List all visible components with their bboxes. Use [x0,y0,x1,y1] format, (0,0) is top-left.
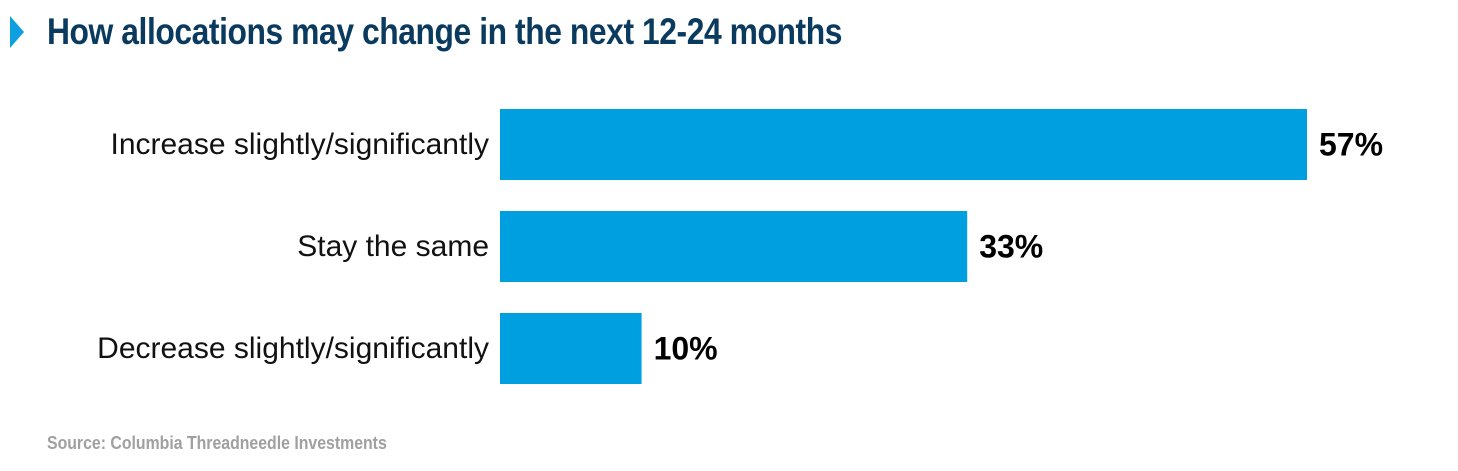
title-marker-icon [10,16,24,48]
value-label-2: 10% [654,331,718,367]
value-label-0: 57% [1319,127,1383,163]
category-label-1: Stay the same [297,230,489,263]
category-label-2: Decrease slightly/significantly [97,332,489,365]
source-note: Source: Columbia Threadneedle Investment… [47,433,387,453]
bar-1 [500,211,968,282]
value-label-1: 33% [979,229,1043,265]
bar-0 [500,109,1307,180]
chart-title: How allocations may change in the next 1… [47,11,842,52]
bar-2 [500,313,642,384]
category-label-0: Increase slightly/significantly [110,128,489,161]
